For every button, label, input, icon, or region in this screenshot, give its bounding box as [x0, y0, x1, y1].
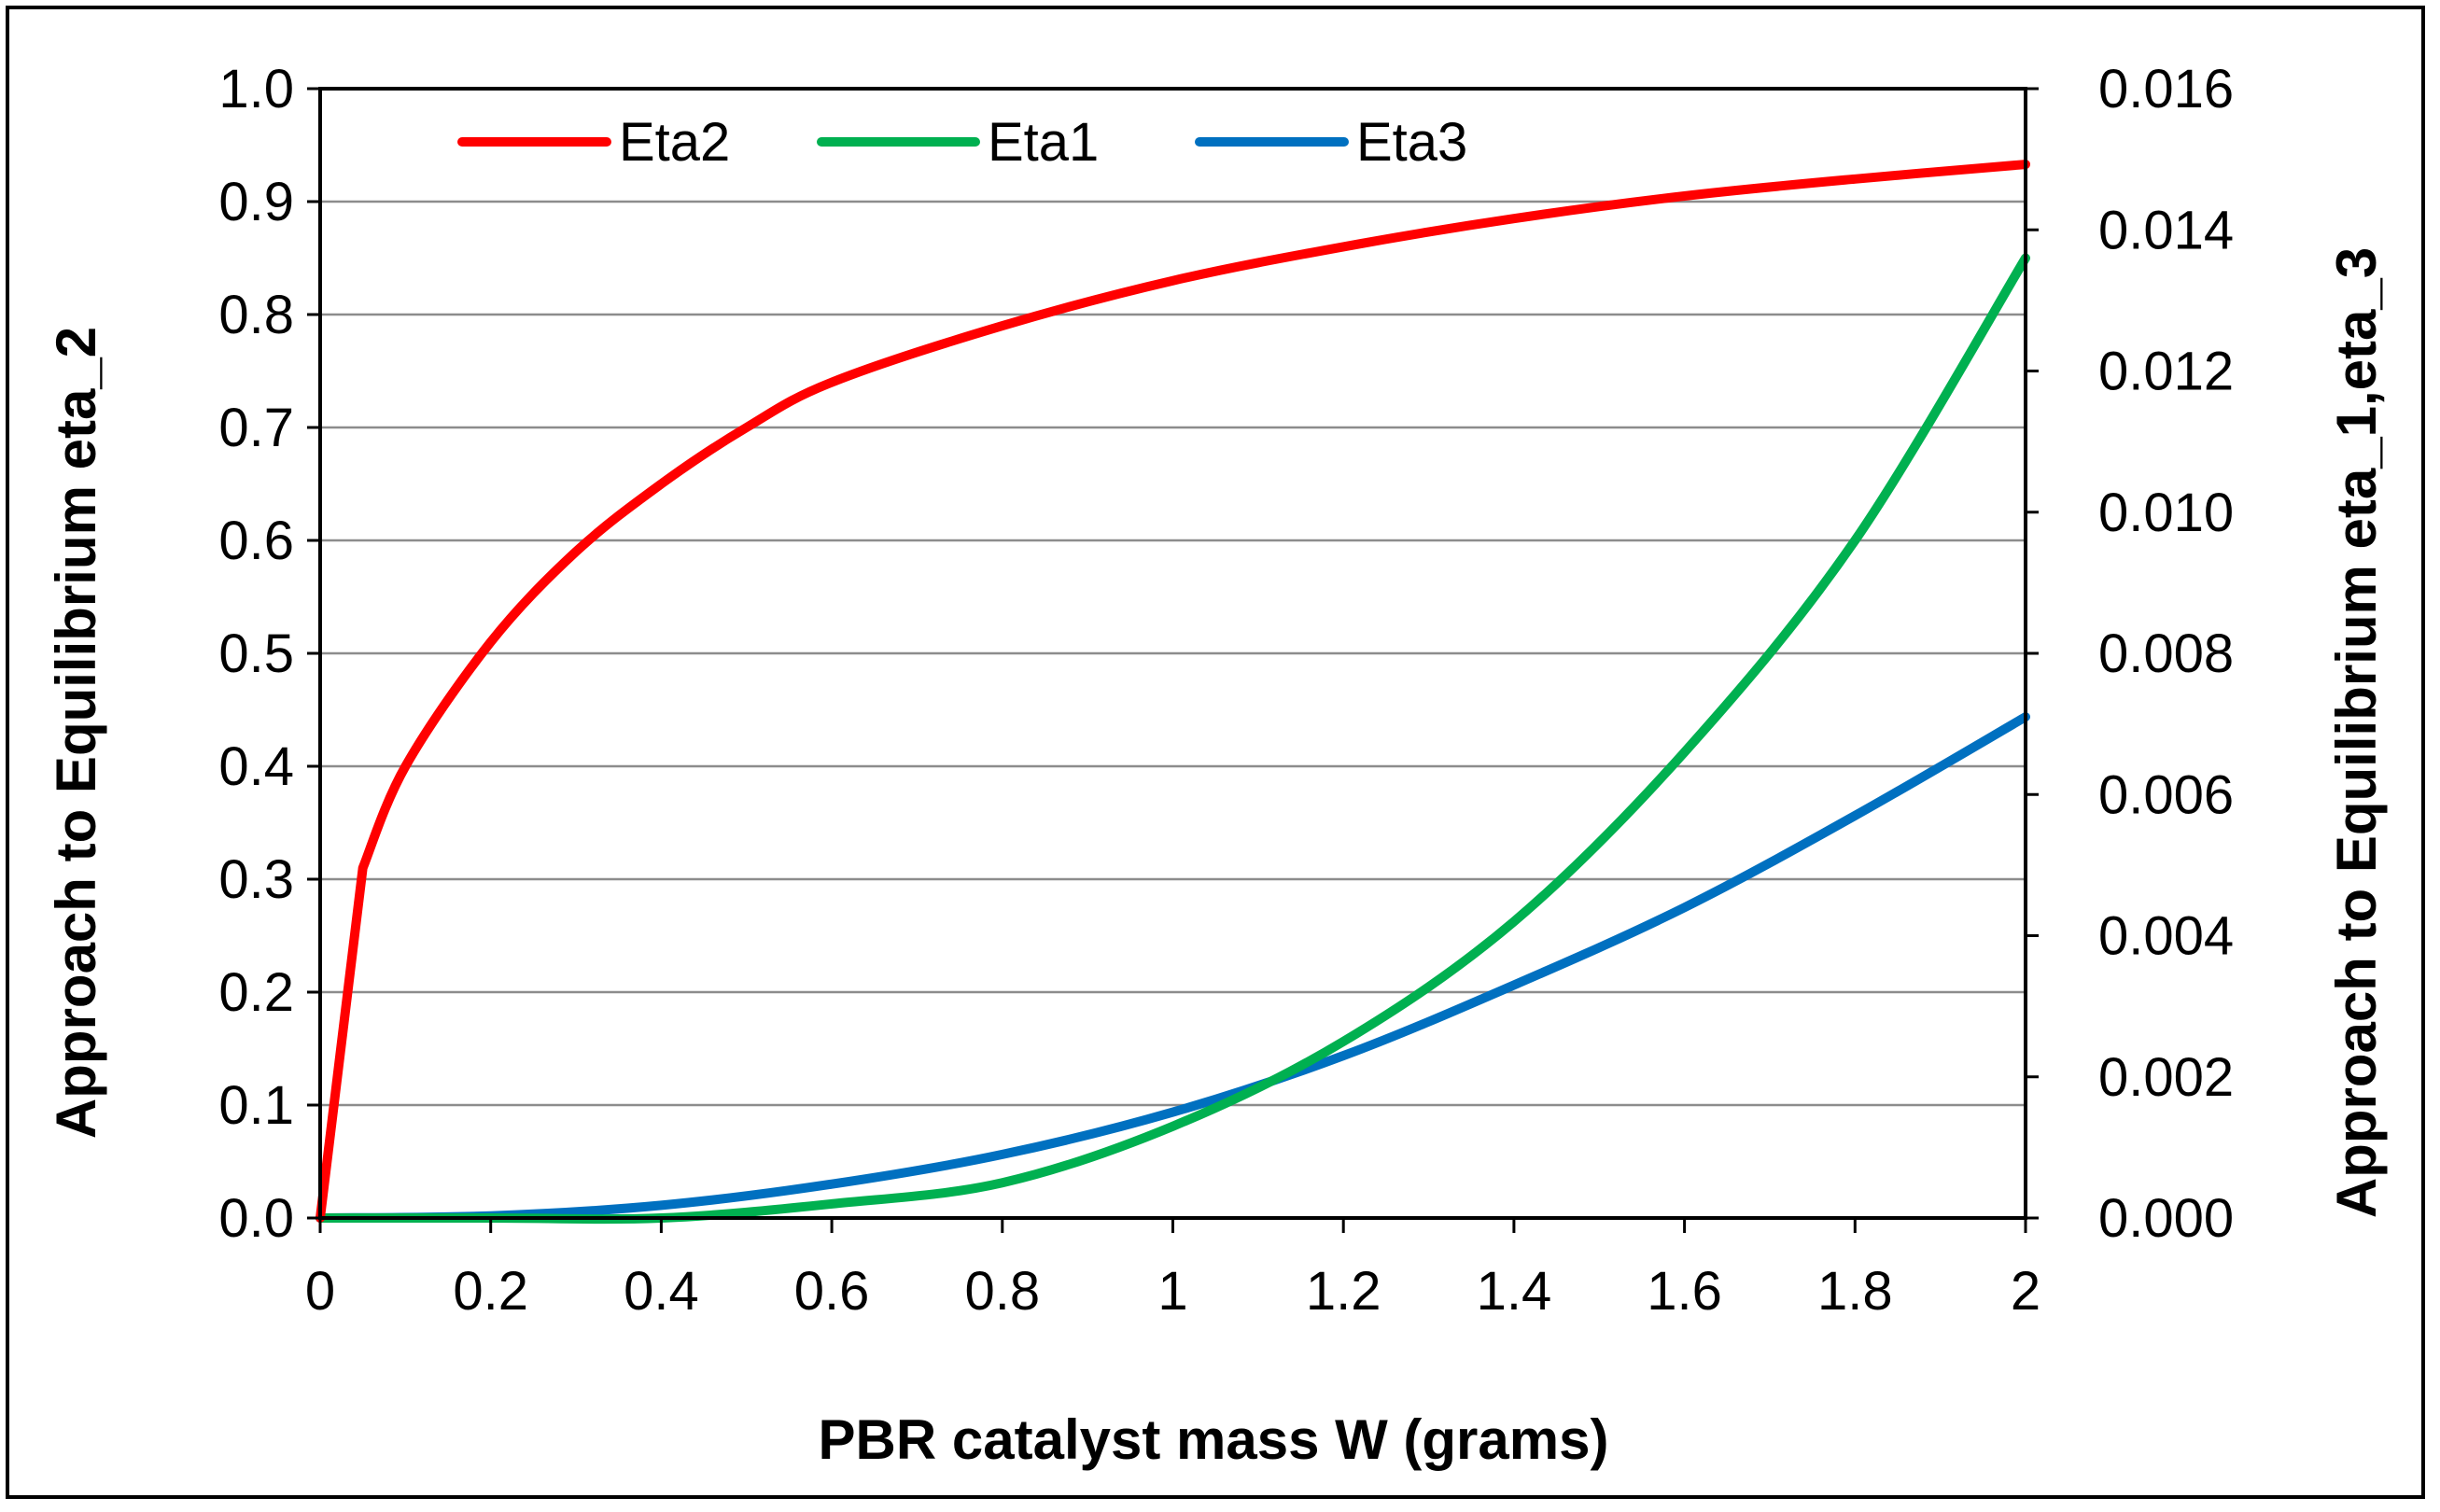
x-tick-label: 0 [305, 1261, 335, 1322]
y-left-tick-label: 0.9 [218, 172, 294, 232]
y-right-tick-label: 0.008 [2098, 623, 2234, 684]
y-left-tick-label: 0.3 [218, 849, 294, 910]
y-left-tick-label: 0.1 [218, 1075, 294, 1136]
y-right-tick-label: 0.012 [2098, 342, 2234, 402]
x-tick-label: 0.2 [453, 1261, 528, 1322]
y-left-tick-label: 0.4 [218, 736, 294, 797]
y-left-tick-label: 0.8 [218, 285, 294, 345]
y-left-tick-label: 0.7 [218, 398, 294, 458]
series-line-eta1 [316, 253, 2030, 1225]
x-tick-label: 1.6 [1647, 1261, 1722, 1322]
y-axis-right-title: Approach to Equilibrium eta_1,eta_3 [2325, 247, 2388, 1218]
x-tick-label: 0.8 [964, 1261, 1040, 1322]
y-axis-left-title: Approach to Equilibrium eta_2 [45, 327, 107, 1139]
y-right-tick-label: 0.010 [2098, 483, 2234, 543]
gridlines [320, 200, 2026, 1107]
legend-label-eta3: Eta3 [1356, 112, 1467, 173]
x-axis-title: PBR catalyst mass W (grams) [819, 1408, 1609, 1471]
series-line-eta2 [316, 160, 2030, 1223]
y-right-tick-label: 0.000 [2098, 1188, 2234, 1249]
tick-labels: 0.0 0.1 0.2 0.3 0.4 0.5 0.6 0.7 0.8 0.9 1.0 0.000 0.… [218, 59, 2234, 1322]
x-tick-label: 0.4 [624, 1261, 699, 1322]
y-right-tick-label: 0.002 [2098, 1047, 2234, 1108]
legend: Eta2 Eta1 Eta3 [457, 112, 1467, 173]
y-left-tick-label: 0.6 [218, 511, 294, 571]
plot-area-border [318, 87, 2027, 1220]
series-line-eta3 [316, 712, 2030, 1223]
y-left-tick-label: 1.0 [218, 59, 294, 119]
x-tick-label: 1.8 [1817, 1261, 1893, 1322]
y-right-tick-label: 0.014 [2098, 200, 2234, 260]
y-right-tick-label: 0.016 [2098, 59, 2234, 119]
x-tick-label: 0.6 [794, 1261, 870, 1322]
y-left-tick-label: 0.5 [218, 623, 294, 684]
x-tick-label: 1.2 [1306, 1261, 1381, 1322]
y-left-tick-label: 0.2 [218, 962, 294, 1023]
x-tick-label: 1.4 [1477, 1261, 1552, 1322]
series-lines [316, 160, 2030, 1225]
x-tick-label: 2 [2011, 1261, 2040, 1322]
y-right-tick-label: 0.004 [2098, 906, 2234, 967]
y-right-tick-label: 0.006 [2098, 764, 2234, 825]
axes [307, 87, 2039, 1233]
legend-label-eta2: Eta2 [619, 112, 730, 173]
x-tick-label: 1 [1157, 1261, 1187, 1322]
y-left-tick-label: 0.0 [218, 1188, 294, 1249]
legend-label-eta1: Eta1 [988, 112, 1099, 173]
